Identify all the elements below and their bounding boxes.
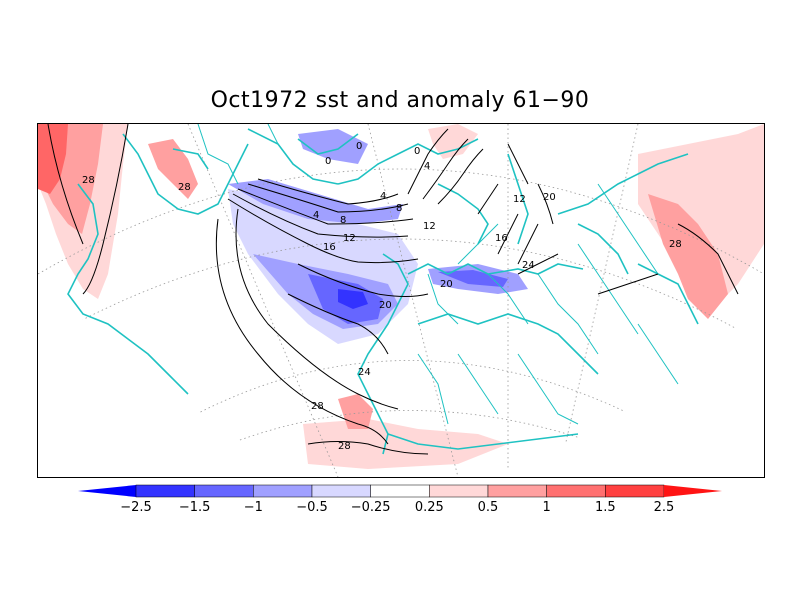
colorbar-tick-label: −1 [243, 500, 263, 515]
contour-label: 4 [424, 161, 430, 172]
anomaly-area-north-sea [228, 179, 403, 224]
contour-label: 28 [311, 401, 324, 412]
contour-label: 24 [358, 367, 371, 378]
contour-label: 24 [522, 260, 535, 271]
anomaly-area-nova-scotia [148, 139, 198, 199]
contour-label: 12 [343, 233, 356, 244]
colorbar-bin [605, 484, 665, 498]
colorbar-bin [487, 484, 547, 498]
country-borders [197, 124, 679, 425]
page-title: Oct1972 sst and anomaly 61−90 [210, 88, 590, 113]
anomaly-area-mediterranean-core [438, 270, 508, 287]
contour-label: 0 [325, 156, 331, 167]
colorbar-bin [311, 484, 371, 498]
contour-label: 0 [414, 146, 420, 157]
hemisphere-boundary [38, 274, 764, 477]
contour-label: 8 [396, 203, 402, 214]
contour-label: 20 [543, 192, 556, 203]
colorbar-bin [135, 484, 195, 498]
contour-label: 0 [356, 141, 362, 152]
colorbar-tick-label: −2.5 [120, 500, 152, 515]
anomaly-area-baltic-neg [298, 129, 368, 164]
contour-label: 28 [82, 175, 95, 186]
anomaly-area-russia-east [638, 124, 764, 314]
colorbar-tick-label: −1.5 [178, 500, 211, 515]
colorbar-bin [546, 484, 606, 498]
anomaly-area-north-atlantic-peak [338, 289, 368, 309]
contour-labels: 28 28 4 8 12 16 20 24 28 28 20 24 16 12 … [82, 141, 682, 452]
anomaly-area-north-africa-coast [303, 419, 508, 469]
colorbar-bin [429, 484, 489, 498]
negative-anomaly-areas [228, 129, 528, 344]
anomaly-area-baltic [428, 124, 478, 159]
contour-label: 4 [313, 210, 319, 221]
contour-label: 20 [379, 300, 392, 311]
colorbar-bin [194, 484, 254, 498]
colorbar-bin [78, 485, 136, 497]
colorbar-tick-label: −0.5 [296, 500, 328, 515]
contour-label: 28 [338, 441, 351, 452]
contour-label: 16 [495, 233, 508, 244]
colorbar-tick-label: 0.25 [414, 500, 444, 515]
contour-label: 12 [513, 194, 526, 205]
colorbar [78, 484, 722, 498]
anomaly-area-west-atlantic-peak [38, 124, 68, 194]
colorbar-tick-label: 2.5 [653, 500, 675, 515]
positive-anomaly-areas [38, 124, 764, 469]
contour-label: 20 [440, 279, 453, 290]
contour-label: 16 [323, 242, 336, 253]
map-panel: 28 28 4 8 12 16 20 24 28 28 20 24 16 12 … [37, 123, 765, 478]
contour-label: 8 [340, 215, 346, 226]
colorbar-bin [253, 484, 313, 498]
contour-label: 12 [423, 221, 436, 232]
contour-label: 28 [178, 182, 191, 193]
sst-contours [47, 124, 739, 455]
contour-label: 28 [669, 239, 682, 250]
colorbar-bin [664, 485, 722, 497]
colorbar-tick-label: 0.5 [477, 500, 499, 515]
contour-label: 4 [380, 191, 386, 202]
anomaly-area-russia-core [648, 194, 728, 319]
colorbar-tick-label: 1.5 [594, 500, 616, 515]
colorbar-tick-label: −0.25 [350, 500, 391, 515]
colorbar-tick-label: 1 [542, 500, 551, 515]
sst-anomaly-map: 28 28 4 8 12 16 20 24 28 28 20 24 16 12 … [38, 124, 764, 477]
colorbar-bin [370, 484, 430, 498]
